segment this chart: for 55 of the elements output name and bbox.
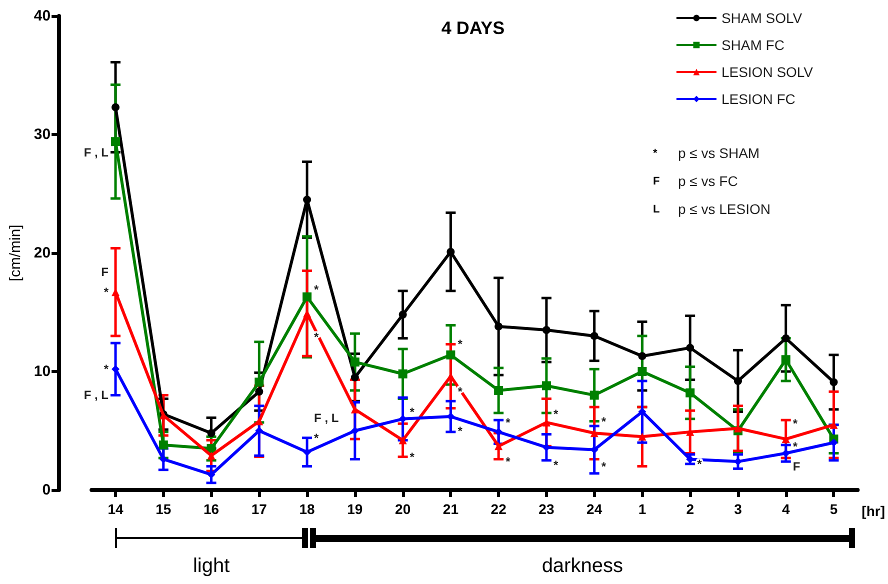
x-tick-label: 22	[490, 501, 507, 517]
annotation: *	[314, 282, 320, 297]
annotation: *	[506, 415, 511, 430]
annotation: F	[792, 459, 800, 474]
x-tick-label: 2	[686, 501, 694, 517]
x-tick-label: 18	[299, 501, 316, 517]
annotation: *	[104, 285, 109, 300]
annotation: *	[104, 362, 109, 376]
legend-label: LESION SOLV	[721, 64, 814, 80]
annotation: *	[697, 456, 702, 471]
x-tick-label: 15	[156, 501, 172, 517]
text: F p ≤ vs FC	[653, 173, 738, 189]
annotation: *	[410, 404, 415, 419]
y-tick-label: 40	[34, 8, 51, 24]
x-axis-title: [hr]	[862, 503, 886, 519]
annotation: F	[101, 265, 109, 280]
y-tick-label: 20	[34, 244, 51, 262]
legend-label: SHAM SOLV	[721, 10, 803, 26]
annotation: *	[601, 459, 606, 474]
chart-title: 4 DAYS	[441, 18, 505, 38]
x-tick-label: 5	[830, 501, 838, 517]
y-tick-label: 30	[34, 126, 51, 143]
x-tick-label: 17	[251, 501, 268, 517]
annotation: F , L	[314, 410, 339, 425]
text: L p ≤ vs LESION	[653, 201, 770, 217]
x-tick-label: 16	[203, 501, 220, 517]
x-tick-label: 24	[586, 501, 602, 517]
annotation: *	[458, 337, 463, 352]
annotation: F , L	[84, 145, 109, 160]
annotation: *	[792, 439, 798, 454]
x-tick-label: 14	[108, 501, 124, 517]
y-tick-label: 10	[34, 363, 51, 380]
annotation: *	[553, 458, 558, 472]
annotation: *	[506, 454, 511, 469]
annotation: *	[792, 416, 798, 431]
x-tick-label: 23	[538, 501, 554, 517]
x-tick-label: 19	[347, 501, 363, 517]
annotation: *	[410, 450, 415, 464]
x-tick-label: 1	[638, 501, 646, 517]
x-tick-label: 4	[782, 501, 790, 517]
legend-label: LESION FC	[721, 91, 796, 107]
x-tick-label: 3	[734, 501, 742, 517]
y-axis-title: [cm/min]	[7, 224, 24, 282]
annotation: *	[553, 407, 558, 422]
x-tick-label: 21	[442, 501, 459, 517]
annotation: F , L	[84, 388, 109, 402]
annotation: *	[314, 430, 320, 445]
x-tick-label: 20	[395, 501, 411, 517]
text: * p ≤ vs SHAM	[653, 145, 760, 161]
text: darkness	[542, 555, 623, 577]
y-tick-label: 0	[42, 482, 51, 498]
legend-label: SHAM FC	[721, 37, 784, 53]
annotation: *	[458, 424, 463, 438]
annotation: *	[601, 414, 606, 428]
text: light	[192, 555, 230, 577]
